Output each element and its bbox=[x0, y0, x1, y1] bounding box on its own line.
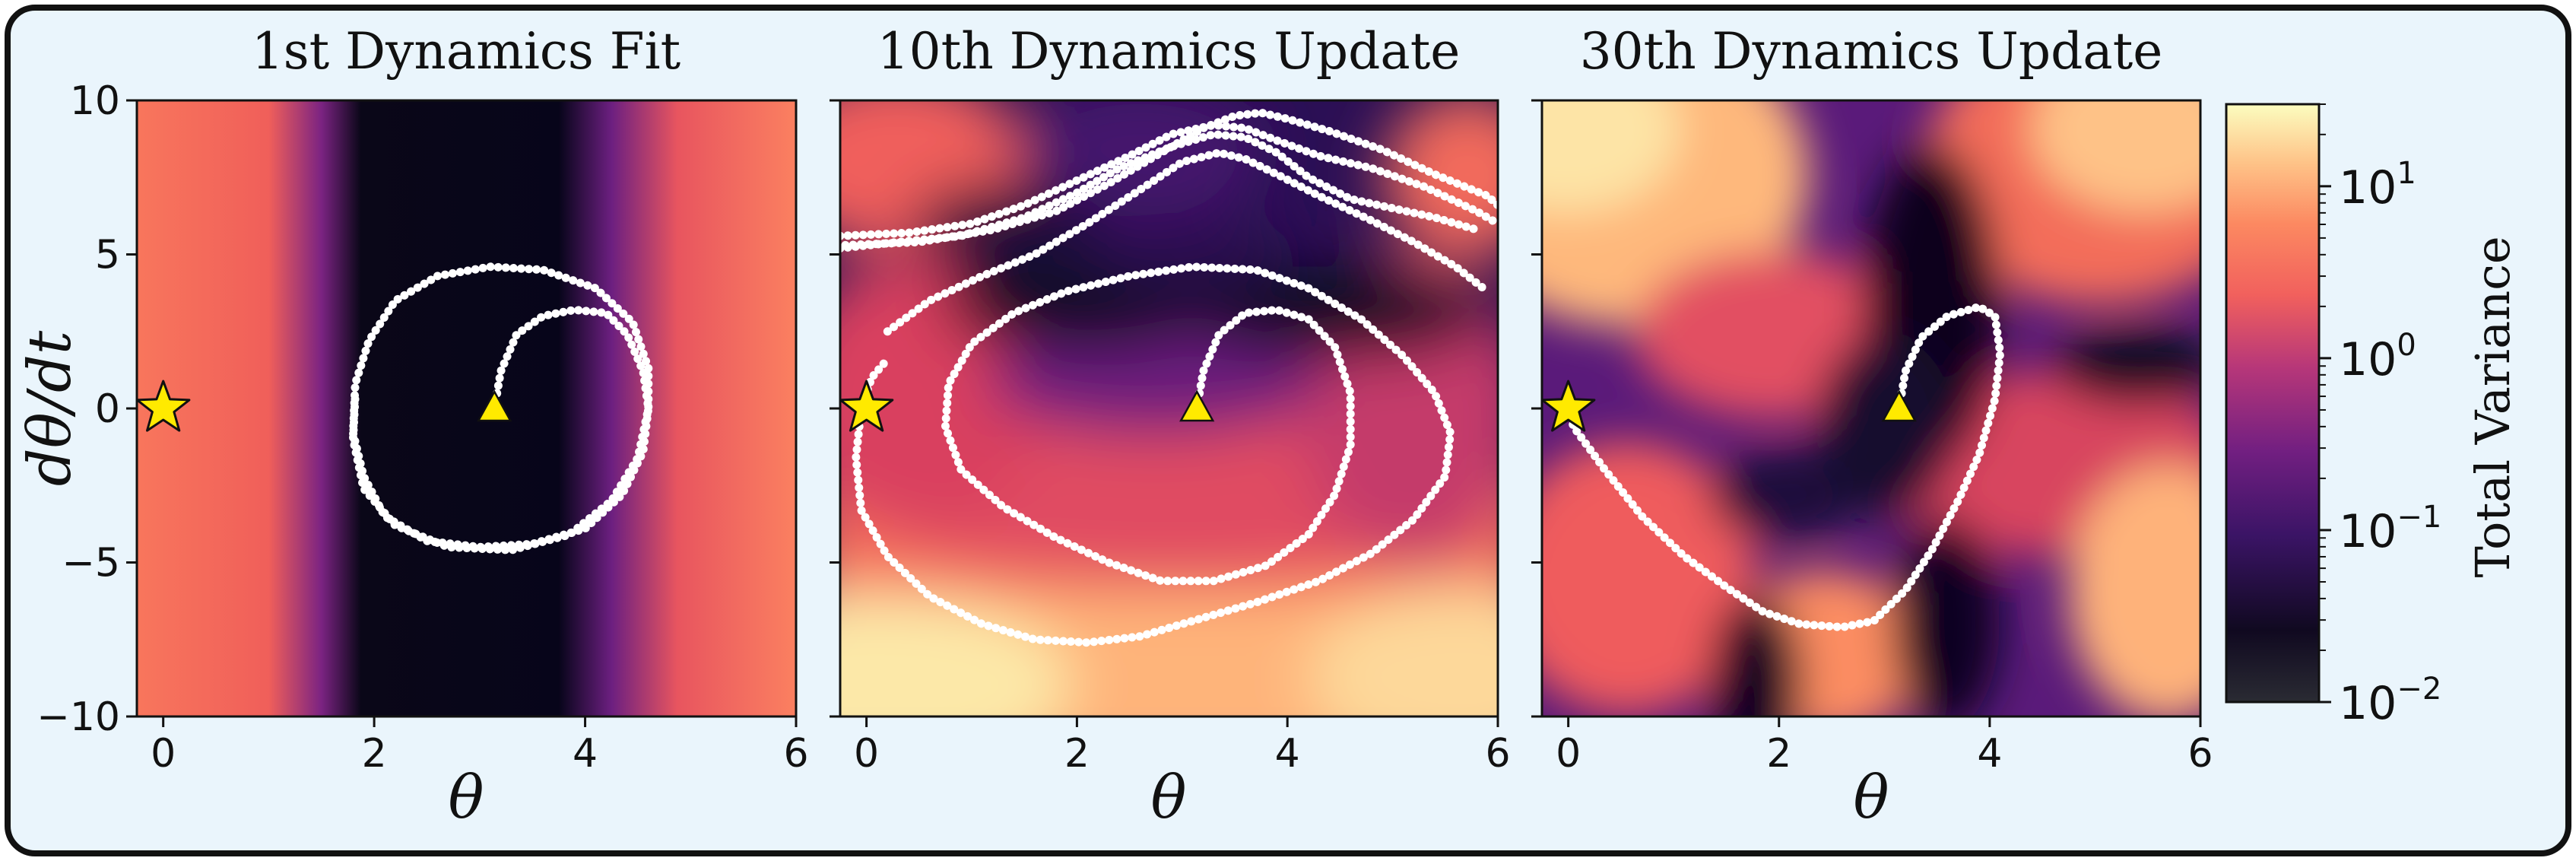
panel3-trajectories bbox=[1564, 302, 2005, 632]
panel1-xtick-label: 0 bbox=[151, 731, 176, 777]
panel1-xtick-label: 4 bbox=[573, 731, 598, 777]
panel3-trajectory-1 bbox=[1564, 302, 2005, 632]
colorbar-tick-label: 10−2 bbox=[2339, 672, 2441, 730]
panel3-xtick-label: 4 bbox=[1977, 731, 2002, 777]
panel1-xlabel: θ bbox=[449, 764, 484, 832]
panel1-goal-star bbox=[135, 380, 191, 432]
colorbar-tick-label: 101 bbox=[2339, 156, 2416, 214]
panel3-start-triangle bbox=[1881, 389, 1917, 422]
panel2-xtick-label: 4 bbox=[1275, 731, 1300, 777]
ytick-label: 0 bbox=[95, 386, 120, 432]
panel2-trajectory-1 bbox=[852, 262, 1455, 647]
panel3-heatmap bbox=[1542, 100, 2200, 716]
colorbar-tick-label: 100 bbox=[2339, 328, 2416, 386]
panel2-trajectories bbox=[840, 108, 1498, 647]
panel2-title: 10th Dynamics Update bbox=[877, 22, 1461, 81]
colorbar-ticks: 101 100 10−1 10−2 bbox=[2319, 103, 2441, 730]
panel1-trajectories bbox=[348, 262, 653, 554]
panel3-xlabel: θ bbox=[1854, 764, 1889, 832]
panel2-xtick-label: 6 bbox=[1485, 731, 1510, 777]
colorbar bbox=[2225, 103, 2321, 704]
panel3-xtick-label: 6 bbox=[2187, 731, 2213, 777]
panel3-title: 30th Dynamics Update bbox=[1580, 22, 2163, 81]
panel1-title: 1st Dynamics Fit bbox=[252, 22, 680, 81]
panel2-xlabel: θ bbox=[1151, 764, 1187, 832]
panel3-xtick-label: 2 bbox=[1766, 731, 1791, 777]
ylabel: dθ/dt bbox=[16, 330, 84, 486]
colorbar-tick-label: 10−1 bbox=[2339, 500, 2441, 558]
panel2-trajectory-4 bbox=[883, 148, 1492, 336]
panel3-xtick-label: 0 bbox=[1556, 731, 1581, 777]
panel2-xtick-label: 2 bbox=[1064, 731, 1090, 777]
markers bbox=[135, 380, 1917, 432]
panel1-heatmap bbox=[137, 100, 796, 716]
panel3-goal-star bbox=[1540, 380, 1596, 432]
panel2-goal-star bbox=[839, 380, 894, 432]
ytick-label: −5 bbox=[62, 541, 120, 586]
panel2-trajectory-5 bbox=[841, 108, 1498, 249]
colorbar-label: Total Variance bbox=[2465, 236, 2520, 577]
panel1-trajectory-2 bbox=[348, 364, 653, 554]
panel1-start-triangle bbox=[477, 389, 512, 422]
ytick-label: 5 bbox=[95, 233, 120, 278]
panel1-xtick-label: 6 bbox=[783, 731, 808, 777]
panel2-start-triangle bbox=[1179, 389, 1215, 422]
panel1-xtick-label: 2 bbox=[362, 731, 387, 777]
ytick-label: −10 bbox=[36, 694, 120, 740]
ytick-label: 10 bbox=[70, 78, 120, 124]
panel2-xtick-label: 0 bbox=[854, 731, 879, 777]
